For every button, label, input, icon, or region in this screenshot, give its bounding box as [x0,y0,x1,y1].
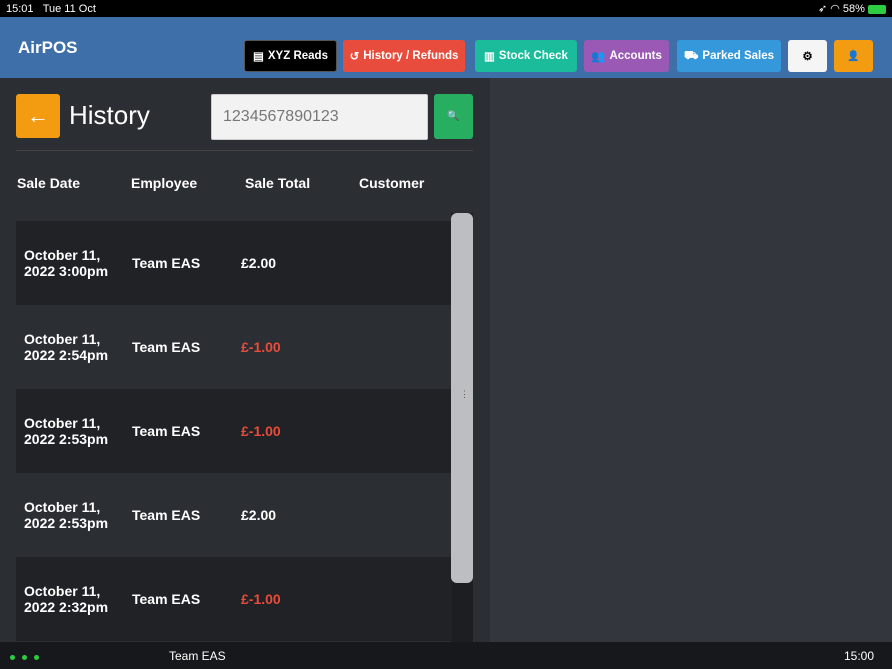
accounts-button[interactable]: 👥 Accounts [584,40,669,72]
sale-total: £-1.00 [241,591,281,607]
history-icon: ↺ [349,51,360,63]
sale-total: £2.00 [241,507,277,523]
sale-total: £-1.00 [241,423,281,439]
sale-date: October 11, 2022 2:54pm [24,331,109,363]
footer-time: 15:00 [843,648,874,663]
gear-icon: ⚙ [802,51,813,63]
header-sale-total: Sale Total [245,175,311,191]
xyz-reads-button[interactable]: ▤ XYZ Reads [244,40,337,72]
grip-icon: ⋮ [460,389,469,399]
barcode-icon: ▥ [484,51,495,63]
footer: Team EAS 15:00 [0,642,892,669]
table-row[interactable]: October 11, 2022 3:00pm Team EAS £2.00 [16,221,452,305]
status-bar: 15:01 Tue 11 Oct ➶ ◠ 58% [0,0,892,17]
employee: Team EAS [132,255,201,271]
sale-date: October 11, 2022 2:53pm [24,499,109,531]
parked-sales-button[interactable]: ⛟ Parked Sales [677,40,781,72]
wifi-icon: ➶ ◠ [817,3,840,15]
navbar: AirPOS ▤ XYZ Reads ↺ History / Refunds ▥ St… [0,17,892,78]
users-icon: 👥 [591,51,606,63]
status-date: Tue 11 Oct [42,2,96,15]
button-label: Stock Check [498,50,568,62]
brand: AirPOS [18,37,78,57]
button-label: History / Refunds [363,50,459,62]
history-refunds-button[interactable]: ↺ History / Refunds [343,40,465,72]
battery-icon [868,4,886,14]
sale-date: October 11, 2022 2:32pm [24,583,109,615]
list-icon: ▤ [253,51,264,63]
employee: Team EAS [132,423,201,439]
sales-list: October 11, 2022 3:00pm Team EAS £2.00 Octo… [16,221,452,641]
stock-check-button[interactable]: ▥ Stock Check [475,40,577,72]
employee: Team EAS [132,339,201,355]
road-icon: ⛟ [683,49,699,62]
sale-total: £2.00 [241,255,277,271]
table-row[interactable]: October 11, 2022 2:32pm Team EAS £-1.00 [16,557,452,641]
employee: Team EAS [132,507,201,523]
divider [16,150,473,151]
header-customer: Customer [359,175,425,191]
back-button[interactable]: ← [16,94,60,138]
header-sale-date: Sale Date [17,175,81,191]
user-icon: 👤 [847,50,860,62]
history-panel: ← History 🔍 Sale Date Employee Sale Tota… [0,78,490,642]
detail-panel [490,78,892,642]
button-label: XYZ Reads [267,50,328,62]
table-row[interactable]: October 11, 2022 2:53pm Team EAS £-1.00 [16,389,452,473]
settings-button[interactable]: ⚙ [788,40,827,72]
page-title: History [69,100,150,130]
sale-date: October 11, 2022 2:53pm [24,415,109,447]
user-button[interactable]: 👤 [834,40,873,72]
search-icon: 🔍 [447,111,460,122]
employee: Team EAS [132,591,201,607]
header-employee: Employee [131,175,198,191]
search-input[interactable] [211,94,428,140]
search-button[interactable]: 🔍 [434,94,473,139]
button-label: Parked Sales [702,50,775,62]
scrollbar-thumb[interactable]: ⋮ [451,213,473,583]
footer-user: Team EAS [169,648,226,663]
table-row[interactable]: October 11, 2022 2:54pm Team EAS £-1.00 [16,305,452,389]
sale-date: October 11, 2022 3:00pm [24,247,109,279]
battery-level: 58% [842,3,865,15]
table-row[interactable]: October 11, 2022 2:53pm Team EAS £2.00 [16,473,452,557]
arrow-left-icon: ← [27,103,49,128]
connection-dots-icon [10,649,160,663]
status-time: 15:01 [6,2,34,15]
button-label: Accounts [609,50,662,62]
sale-total: £-1.00 [241,339,281,355]
